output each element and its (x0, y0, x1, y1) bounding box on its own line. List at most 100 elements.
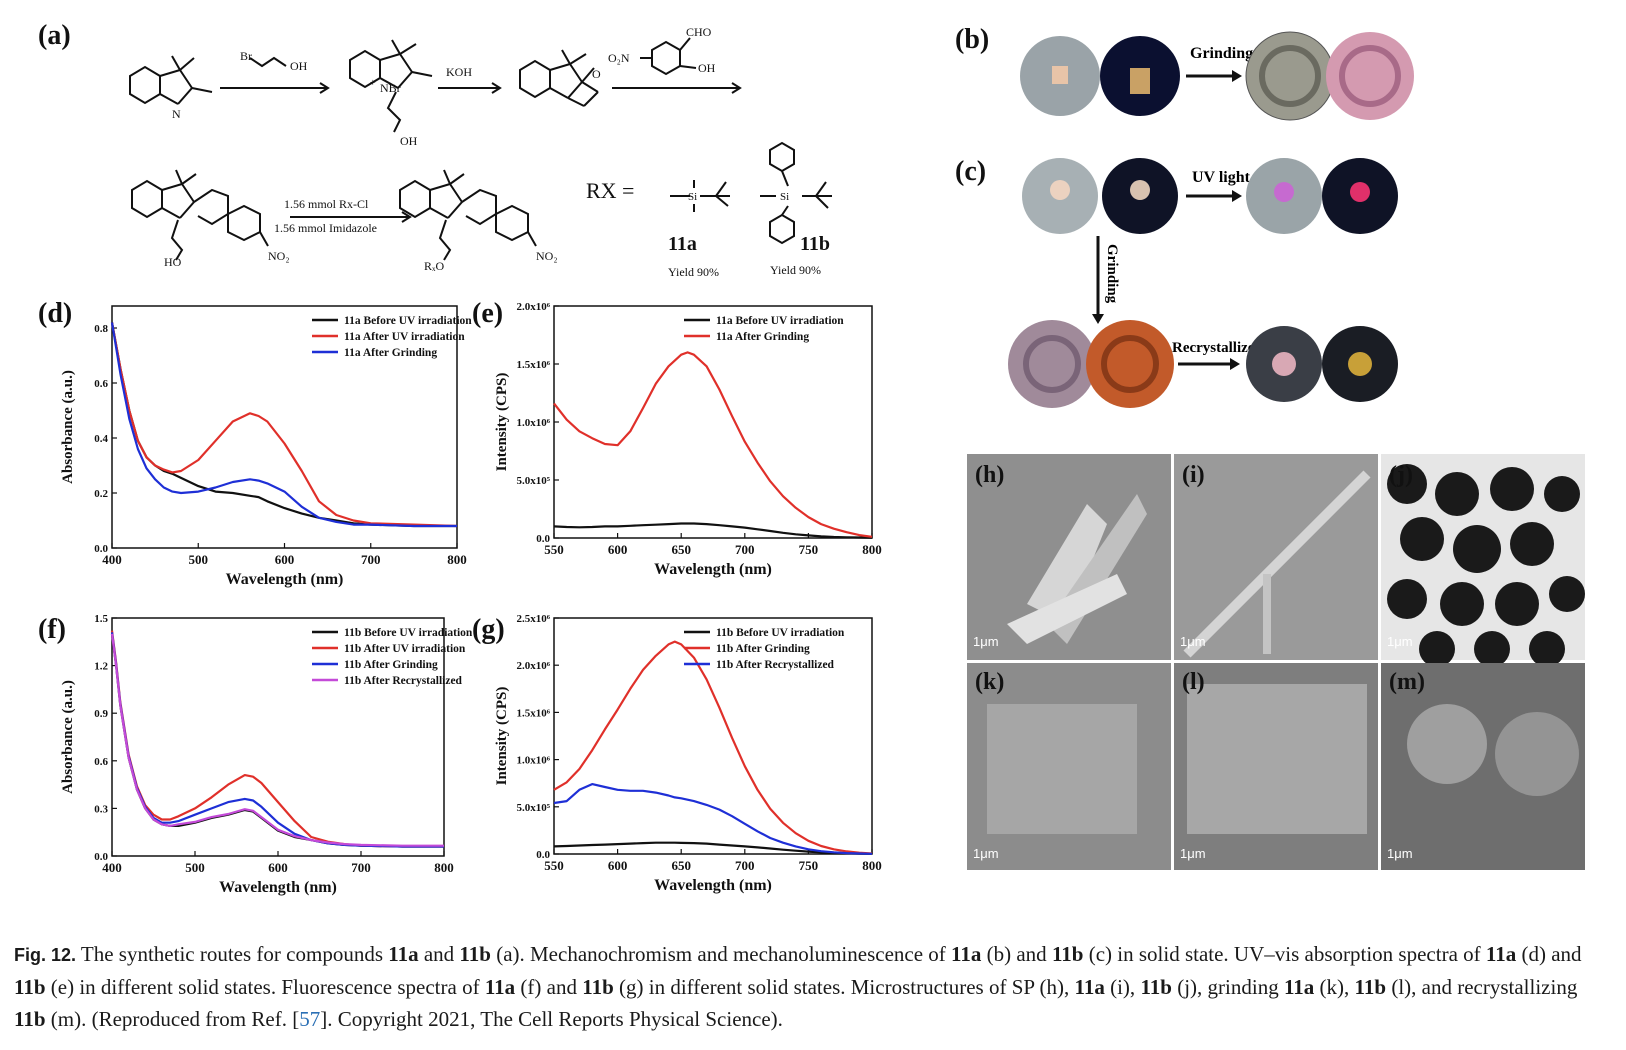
caption-text: ]. Copyright 2021, The Cell Reports Phys… (320, 1007, 783, 1031)
atom-n-1: N (172, 107, 181, 121)
legend-label: 11a After Grinding (344, 347, 437, 359)
legend-label: 11b After Recrystallized (344, 675, 463, 687)
caption-text: (j), grinding (1171, 975, 1284, 999)
caption-text: (k), (1314, 975, 1355, 999)
x-axis-label: Wavelength (nm) (226, 571, 344, 588)
caption-compound: 11a (484, 975, 516, 999)
series-line (553, 640, 873, 855)
sem-i (1174, 454, 1378, 660)
atom-nbr: NBr (380, 81, 401, 95)
no2-left: NO₂ (268, 249, 290, 263)
x-tick-label: 600 (268, 860, 288, 875)
y-tick-label: 0.8 (94, 323, 108, 335)
reagent-line-1: 1.56 mmol Rx-Cl (284, 197, 369, 211)
series-line (553, 522, 873, 539)
caption-compound: 11a (1485, 942, 1517, 966)
x-tick-label: 700 (735, 542, 755, 557)
scale-bar-i: 1μm (1180, 634, 1206, 649)
chart-g: 550 600 650 700 750 800 0.0 5.0x10⁵ 1.0x10⁶ 1.5x1… (494, 613, 882, 894)
rxo-label: RₓO (424, 259, 444, 273)
legend-label: 11b After UV irradiation (344, 643, 466, 655)
scale-bar-k: 1μm (973, 846, 999, 861)
oh-bottom: OH (400, 134, 418, 148)
legend-label: 11b After Grinding (716, 643, 810, 655)
x-tick-label: 800 (862, 542, 882, 557)
y-tick-label: 0.9 (94, 708, 108, 720)
plot-frame (553, 617, 873, 855)
legend-label: 11b After Grinding (344, 659, 438, 671)
series-line (553, 841, 873, 855)
y-tick-label: 0.6 (94, 378, 108, 390)
x-tick-label: 800 (447, 552, 467, 567)
y-tick-label: 0.3 (94, 803, 108, 815)
panel-label-f: (f) (38, 614, 66, 645)
caption-text: (b) and (981, 942, 1052, 966)
y-tick-label: 1.0x10⁶ (516, 755, 550, 767)
rx-equals: RX = (586, 178, 634, 203)
caption-text: (a). Mechanochromism and mechanoluminesc… (490, 942, 952, 966)
yield-11a: Yield 90% (668, 265, 719, 279)
si-a: Si (688, 191, 697, 203)
panel-label-m: (m) (1389, 669, 1425, 695)
panel-label-d: (d) (38, 298, 73, 329)
no2-right: NO₂ (536, 249, 558, 263)
aldehyde-oh: OH (698, 61, 716, 75)
y-tick-label: 0.4 (94, 433, 108, 445)
reagent-line-2: 1.56 mmol Imidazole (274, 221, 377, 235)
caption-text: (l), and recrystallizing (1386, 975, 1578, 999)
grinding-label: Grinding (1190, 45, 1253, 62)
y-axis-label: Intensity (CPS) (494, 687, 510, 786)
x-tick-label: 750 (799, 542, 819, 557)
figure-caption: Fig. 12. The synthetic routes for compou… (14, 938, 1610, 1035)
caption-text: (e) in different solid states. Fluoresce… (45, 975, 485, 999)
x-tick-label: 750 (799, 858, 819, 873)
scale-bar-j: 1μm (1387, 634, 1413, 649)
x-tick-label: 650 (671, 858, 691, 873)
y-tick-label: 0.0 (536, 533, 550, 545)
uv-light-label: UV light (1192, 169, 1251, 186)
compound-11a: 11a (668, 233, 697, 255)
panel-label-h: (h) (975, 462, 1005, 488)
legend-label: 11a Before UV irradiation (716, 315, 844, 327)
chart-d: 400 500 600 700 800 0.0 0.2 0.4 0.6 0.8 Wavelength… (60, 305, 472, 588)
panel-label-a: (a) (38, 20, 71, 51)
sem-k (967, 663, 1171, 870)
koh-label: KOH (446, 65, 472, 79)
y-tick-label: 2.5x10⁶ (516, 613, 550, 625)
x-tick-label: 800 (862, 858, 882, 873)
caption-fig-label: Fig. 12. (14, 945, 77, 965)
y-tick-label: 0.6 (94, 756, 108, 768)
caption-compound: 11a (1283, 975, 1315, 999)
yield-11b: Yield 90% (770, 263, 821, 277)
y-axis-label: Intensity (CPS) (494, 373, 510, 472)
series-line (110, 633, 444, 847)
photo-panels: Grinding UV light Grinding Recrystallize… (1008, 31, 1414, 408)
caption-text: (c) in solid state. UV–vis absorption sp… (1083, 942, 1486, 966)
caption-text: and (418, 942, 460, 966)
caption-text: (i), (1104, 975, 1141, 999)
x-tick-label: 700 (351, 860, 371, 875)
caption-ref-link[interactable]: 57 (299, 1007, 321, 1031)
synthesis-scheme: N Br OH NBr + OH KOH O O₂N CHO OH 1.56 m… (129, 25, 832, 279)
sem-m (1381, 663, 1585, 870)
panel-label-k: (k) (975, 669, 1005, 695)
caption-compound: 11b (14, 1007, 46, 1031)
y-tick-label: 1.5 (94, 613, 108, 625)
y-tick-label: 2.0x10⁶ (516, 301, 550, 313)
scale-bar-h: 1μm (973, 634, 999, 649)
caption-compound: 11b (1140, 975, 1172, 999)
legend-label: 11b Before UV irradiation (344, 627, 473, 639)
caption-text: (g) in different solid states. Microstru… (613, 975, 1075, 999)
legend-label: 11a After UV irradiation (344, 331, 465, 343)
y-tick-label: 0.0 (94, 851, 108, 863)
legend-label: 11b After Recrystallized (716, 659, 835, 671)
y-tick-label: 1.0x10⁶ (516, 417, 550, 429)
chart-f: 400 500 600 700 800 0.0 0.3 0.6 0.9 1.2 1.5 Wavelen… (60, 613, 473, 896)
panel-label-b: (b) (955, 24, 990, 55)
y-tick-label: 0.2 (94, 488, 108, 500)
photo-b-ground-2 (1326, 32, 1414, 120)
caption-text: (d) and (1516, 942, 1582, 966)
y-tick-label: 0.0 (94, 543, 108, 555)
y-axis-label: Absorbance (a.u.) (60, 680, 76, 794)
plot-frame (553, 305, 873, 539)
